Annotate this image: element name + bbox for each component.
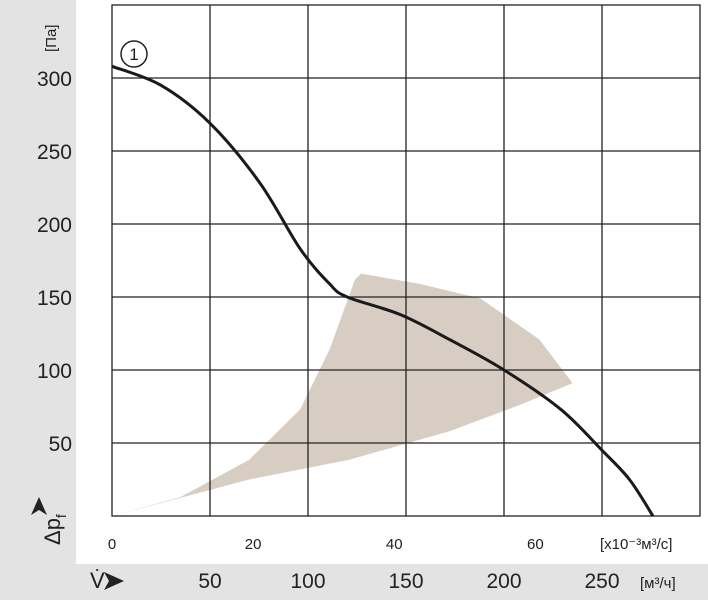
y-tick-label: 250 (37, 141, 72, 164)
y-tick-label: 150 (37, 287, 72, 310)
y-tick-label: 100 (37, 360, 72, 383)
x-tick-label: 250 (584, 570, 619, 593)
y-arrow (31, 497, 47, 515)
x-tick-label: 100 (290, 570, 325, 593)
x-label: V̇ (90, 568, 105, 593)
y-tick-label: 300 (37, 68, 72, 91)
y-label-sub: f (53, 514, 69, 518)
curve (111, 64, 655, 517)
x2-tick-label: 0 (108, 536, 116, 553)
area (112, 273, 573, 516)
plot-border (111, 4, 701, 517)
y-label: Δpf (40, 514, 69, 545)
x-unit: [м³/ч] (640, 575, 676, 592)
x2-unit: [x10⁻³м³/с] (600, 536, 672, 553)
x2-tick-label: 20 (245, 536, 262, 553)
y-tick-label: 200 (37, 214, 72, 237)
y-tick-label: 50 (49, 433, 72, 456)
x-arrow (104, 572, 124, 590)
y-unit: [Па] (43, 25, 60, 52)
annotation-circle (120, 40, 148, 68)
annotation: 1 (129, 45, 138, 64)
x-tick-label: 200 (486, 570, 521, 593)
y-label-main: Δp (40, 518, 65, 545)
x-tick-label: 150 (388, 570, 423, 593)
x-tick-label: 50 (198, 570, 221, 593)
x2-tick-label: 40 (386, 536, 403, 553)
x2-tick-label: 60 (527, 536, 544, 553)
